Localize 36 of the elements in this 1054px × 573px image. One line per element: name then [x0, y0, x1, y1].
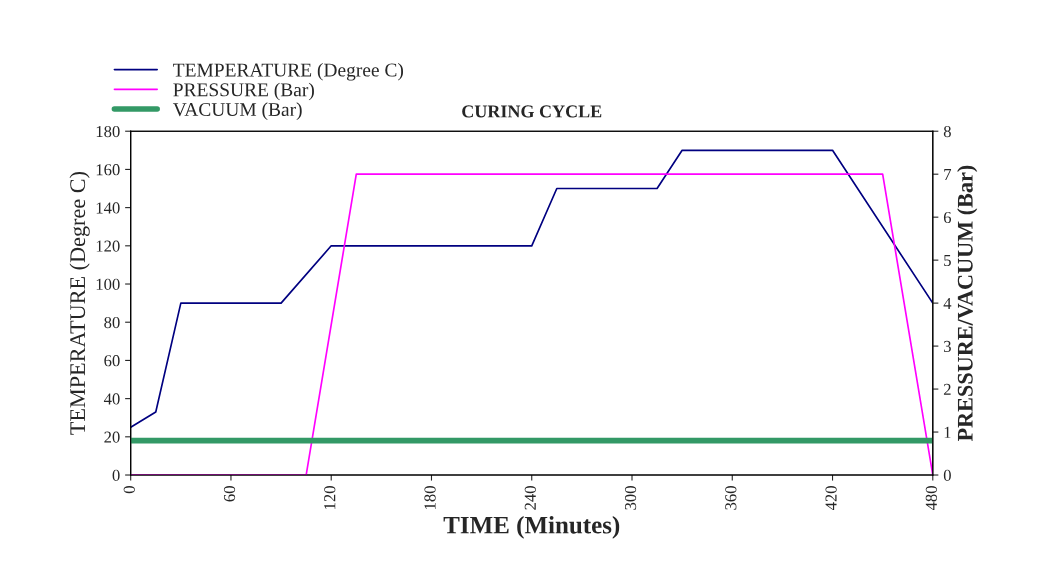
- legend-label: TEMPERATURE (Degree C): [173, 62, 404, 81]
- x-tick-label: 60: [223, 486, 236, 502]
- y2-tick-label: 1: [944, 426, 951, 438]
- y-tick-label: 40: [103, 393, 120, 405]
- x-tick-label: 0: [123, 486, 135, 494]
- x-tick-label: 480: [925, 486, 937, 511]
- chart-title: CURING CYCLE: [462, 105, 602, 118]
- y-axis-title: TEMPERATURE (Degree C): [69, 172, 90, 435]
- y-tick-label: 80: [104, 316, 120, 329]
- x-tick-label: 180: [424, 486, 436, 509]
- y2-tick-label: 7: [944, 169, 952, 180]
- legend-label: VACUUM (Bar): [172, 102, 302, 120]
- x-tick-label: 120: [324, 486, 336, 509]
- y-tick-label: 180: [96, 125, 120, 138]
- y2-tick-label: 0: [943, 469, 951, 481]
- y2-tick-label: 6: [943, 211, 952, 224]
- y2-tick-label: 2: [943, 383, 951, 395]
- x-tick-label: 360: [725, 486, 737, 510]
- x-axis-title: TIME (Minutes): [443, 515, 620, 539]
- y2-tick-label: 3: [944, 340, 951, 353]
- y2-tick-label: 5: [944, 255, 951, 267]
- line-series: [130, 149, 933, 429]
- y-tick-label: 0: [112, 469, 120, 481]
- y-tick-label: 60: [104, 355, 120, 367]
- y2-tick-label: 4: [943, 297, 952, 309]
- y-tick-label: 100: [96, 278, 120, 290]
- x-tick-label: 240: [524, 486, 536, 510]
- y-tick-label: 120: [96, 240, 120, 252]
- legend-label: PRESSURE (Bar): [173, 82, 314, 101]
- y2-axis-title: PRESSURE/VACUUM (Bar): [957, 165, 978, 442]
- x-tick-label: 300: [624, 486, 637, 510]
- x-tick-label: 420: [825, 486, 837, 511]
- y2-tick-label: 8: [943, 125, 951, 138]
- y-tick-label: 160: [96, 164, 120, 176]
- y-tick-label: 140: [96, 202, 120, 214]
- y-tick-label: 20: [104, 431, 120, 443]
